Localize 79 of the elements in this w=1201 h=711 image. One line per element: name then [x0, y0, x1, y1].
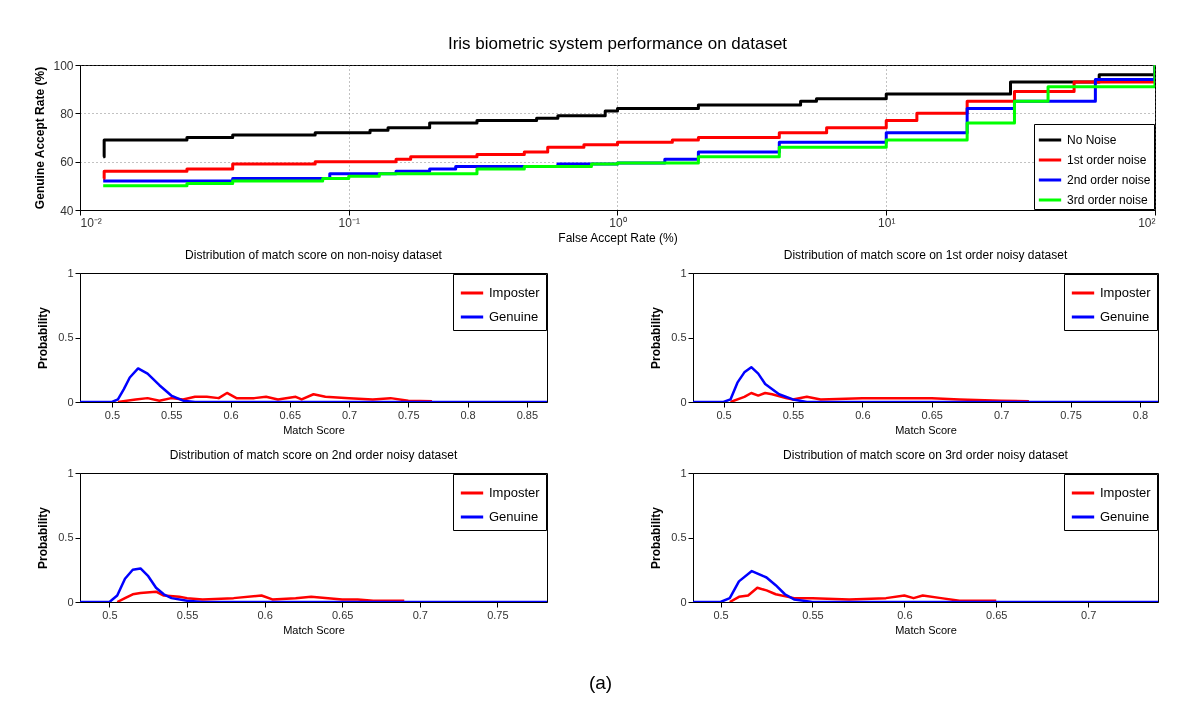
x-tick-label: 0.5	[716, 408, 732, 421]
x-tick-label: 0.75	[1060, 408, 1082, 421]
y-tick-label: 0.5	[671, 331, 687, 343]
x-tick-label: 0.7	[994, 408, 1010, 421]
y-tick-label: 100	[53, 58, 74, 73]
x-tick-label: 0.65	[331, 608, 354, 621]
x-tick-label: 0.5	[102, 608, 118, 621]
chart-title: Distribution of match score on 1st order noisy dataset	[783, 248, 1068, 262]
y-tick-label: 0	[680, 395, 687, 408]
y-tick-label: 0	[680, 595, 687, 608]
x-tick-label: 0.65	[986, 608, 1008, 621]
x-tick-label: 0.65	[921, 408, 943, 421]
line-series	[728, 586, 998, 602]
x-axis-title: Match Score	[283, 623, 345, 636]
x-tick-label: 10²	[1138, 215, 1156, 230]
y-tick-label: 1	[67, 466, 74, 479]
x-tick-label: 0.55	[161, 408, 183, 421]
chart-title: Distribution of match score on non-noisy dataset	[185, 248, 443, 262]
x-tick-label: 0.55	[782, 408, 805, 421]
legend-label: Imposter	[489, 485, 541, 500]
line-series	[729, 391, 1031, 402]
x-axis-title: False Accept Rate (%)	[558, 230, 678, 245]
line-series	[116, 391, 434, 402]
chart-title: Distribution of match score on 2nd order noisy dataset	[169, 448, 458, 462]
chart-title: Iris biometric system performance on dataset	[447, 34, 788, 53]
x-tick-label: 0.8	[1132, 408, 1149, 421]
legend-label: Imposter	[489, 285, 541, 300]
legend-label: 1st order noise	[1067, 153, 1147, 167]
y-axis-title: Probability	[649, 506, 664, 570]
x-axis-title: Match Score	[283, 423, 345, 436]
legend-label: Genuine	[1100, 309, 1150, 324]
x-tick-label: 0.6	[855, 408, 871, 421]
x-tick-label: 10⁰	[609, 215, 627, 230]
y-tick-label: 1	[67, 266, 74, 279]
legend-label: Genuine	[489, 309, 539, 324]
x-tick-label: 0.55	[176, 608, 199, 621]
x-tick-label: 0.6	[897, 608, 913, 621]
legend-label: 2nd order noise	[1067, 173, 1151, 187]
x-axis-title: Match Score	[895, 623, 957, 636]
legend-label: Imposter	[1100, 485, 1152, 500]
y-tick-label: 0	[67, 395, 74, 408]
y-tick-label: 0.5	[58, 531, 74, 543]
y-tick-label: 40	[60, 203, 74, 218]
x-tick-label: 0.7	[1081, 608, 1097, 621]
y-tick-label: 60	[60, 155, 74, 170]
x-tick-label: 10⁻¹	[338, 215, 360, 230]
line-series	[115, 590, 406, 602]
x-tick-label: 0.75	[487, 608, 509, 621]
y-axis-title: Genuine Accept Rate (%)	[33, 66, 48, 210]
x-tick-label: 0.75	[398, 408, 420, 421]
y-axis-title: Probability	[649, 306, 664, 370]
x-tick-label: 0.85	[516, 408, 539, 421]
x-tick-label: 0.5	[713, 608, 729, 621]
legend-label: Imposter	[1100, 285, 1152, 300]
legend-label: Genuine	[489, 509, 539, 524]
x-tick-label: 0.6	[223, 408, 239, 421]
x-tick-label: 10⁻²	[80, 215, 102, 230]
x-tick-label: 0.8	[460, 408, 476, 421]
x-tick-label: 0.65	[279, 408, 302, 421]
text: (a)	[587, 672, 614, 694]
x-tick-label: 0.7	[341, 408, 358, 421]
legend-label: 3rd order noise	[1067, 193, 1149, 207]
x-tick-label: 0.5	[104, 408, 121, 421]
y-tick-label: 0.5	[58, 331, 74, 343]
y-axis-title: Probability	[36, 306, 51, 370]
x-tick-label: 0.7	[412, 608, 428, 621]
x-tick-label: 10¹	[878, 215, 896, 230]
y-tick-label: 1	[680, 466, 687, 479]
legend-label: No Noise	[1067, 133, 1117, 147]
x-axis-title: Match Score	[895, 423, 957, 436]
y-tick-label: 0.5	[671, 531, 687, 543]
y-tick-label: 1	[680, 266, 687, 279]
x-tick-label: 0.55	[802, 608, 824, 621]
legend-label: Genuine	[1100, 509, 1150, 524]
y-tick-label: 80	[60, 106, 74, 121]
y-axis-title: Probability	[36, 506, 51, 570]
y-tick-label: 0	[67, 595, 74, 608]
x-tick-label: 0.6	[257, 608, 273, 621]
chart-title: Distribution of match score on 3rd order noisy dataset	[783, 448, 1069, 462]
